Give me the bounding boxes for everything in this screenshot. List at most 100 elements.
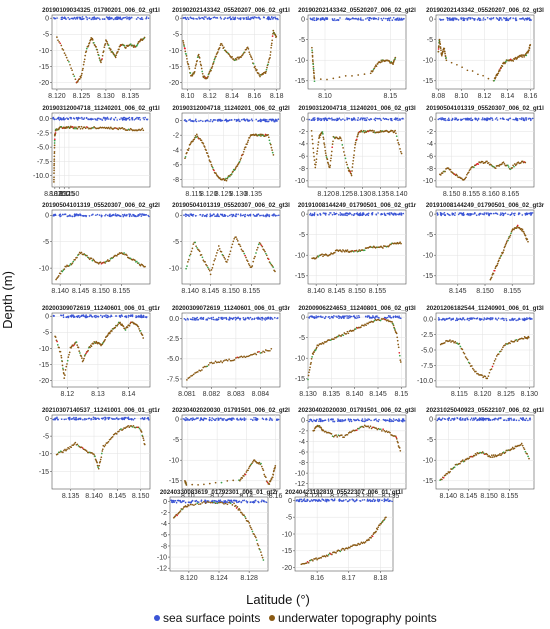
x-tick-label: 8.18 [270,93,284,100]
sea-surface-point [494,417,496,420]
sea-surface-point [366,17,369,19]
underwater-point [505,60,507,63]
underwater-point [490,276,493,279]
underwater-point [502,346,504,349]
underwater-point [62,49,65,51]
sea-surface-point [462,17,465,19]
underwater-point [134,259,136,262]
sea-surface-point [230,419,233,422]
sea-surface-point [525,118,527,121]
subplot-title: 20210307140537_11241001_006_01_gt1r [42,407,161,414]
sea-surface-point [67,16,69,19]
sea-surface-point [378,418,380,421]
underwater-point [381,430,383,432]
sea-surface-point [235,317,238,320]
underwater-point [223,256,226,259]
sea-surface-point [112,18,115,21]
underwater-point [196,56,199,59]
underwater-point [358,427,360,430]
sea-surface-point [346,214,348,217]
underwater-point [322,255,324,258]
sea-surface-point [189,16,192,19]
underwater-point [375,427,378,430]
sea-surface-point [495,17,498,19]
x-tick-label: 8.160 [482,191,500,198]
sea-surface-point [207,120,209,122]
sea-surface-point [398,419,401,422]
sea-surface-point [262,214,265,216]
underwater-point [142,439,145,442]
underwater-point [91,37,94,40]
underwater-point [256,69,258,71]
underwater-point [393,131,396,133]
underwater-point [391,320,393,323]
underwater-point [260,465,263,468]
underwater-point [79,127,82,130]
subplot-title: 20190504101319_05520307_006_02_gt2l [42,202,160,209]
sea-surface-point [113,119,116,121]
underwater-point [88,42,91,44]
sea-surface-point [503,319,505,322]
sea-surface-point [440,214,443,217]
sea-surface-point [399,118,402,121]
sea-surface-point [474,18,476,20]
underwater-point [501,65,504,68]
y-tick-label: -10 [169,266,179,273]
sea-surface-point [254,215,257,217]
underwater-point [262,73,264,76]
underwater-point [242,52,245,55]
sea-surface-point [521,214,524,216]
x-tick-label: 8.1150 [59,191,80,198]
underwater-point [498,259,500,262]
sea-surface-point [193,317,196,320]
sea-surface-point [374,418,376,421]
underwater-point [73,443,76,445]
sea-surface-point [195,120,198,123]
underwater-point [271,265,274,267]
underwater-point [141,334,144,336]
x-tick-label: 8.14 [122,391,136,398]
sea-surface-point [529,318,532,320]
underwater-point [502,251,504,254]
subplot-title: 20190202143342_05520207_006_02_gt1l [172,7,290,14]
underwater-point [99,458,102,461]
sea-surface-point [523,119,525,121]
sea-surface-series [309,212,405,217]
sea-surface-point [356,119,359,121]
sea-surface-point [209,213,211,215]
underwater-point [90,345,93,348]
underwater-point [369,72,372,75]
underwater-point [97,467,100,470]
sea-surface-point [255,118,257,121]
sea-surface-point [323,18,326,20]
sea-surface-point [315,316,317,319]
underwater-point [227,255,230,258]
sea-surface-point [464,17,466,20]
sea-surface-point [354,317,357,319]
sea-surface-point [253,417,255,419]
underwater-point [71,69,73,72]
sea-surface-point [491,119,494,121]
sea-surface-point [130,314,132,317]
underwater-point [231,243,234,246]
underwater-point [307,374,310,377]
sea-surface-point [454,212,457,214]
underwater-point [183,45,186,47]
underwater-point [244,473,247,476]
underwater-point [459,345,462,348]
sea-surface-point [350,418,353,421]
sea-surface-point [504,212,507,214]
sea-surface-point [325,315,327,318]
sea-surface-point [192,213,195,216]
sea-surface-point [445,119,447,122]
underwater-point [313,155,315,158]
sea-surface-point [340,213,343,216]
subplot-3: 20190202143342_05520207_006_02_gt2l0-5-1… [295,7,416,100]
underwater-point [247,139,250,142]
y-tick-label: -10 [39,266,49,273]
sea-surface-point [243,17,245,20]
underwater-series [53,125,145,183]
y-tick-label: -10 [169,458,179,465]
underwater-point [194,134,197,137]
sea-surface-point [375,214,378,216]
